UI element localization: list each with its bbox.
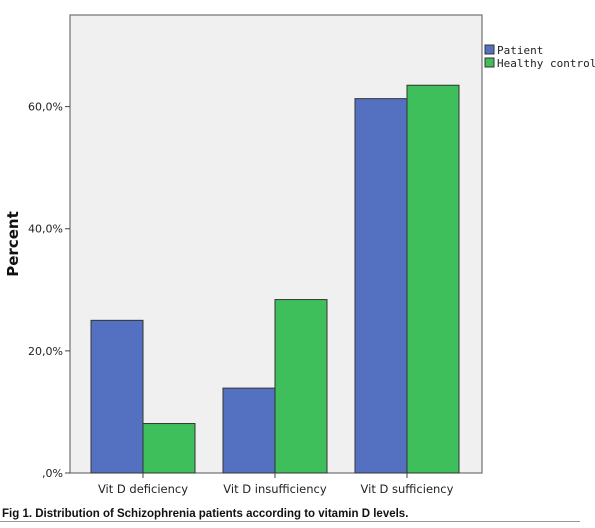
bar-healthy-control-1 (142, 423, 196, 474)
caption-rule (0, 521, 580, 522)
y-tick-label: ,0% (42, 467, 63, 480)
figure-caption: Fig 1. Distribution of Schizophrenia pat… (2, 508, 409, 520)
bar-patient-1 (90, 319, 144, 474)
legend-label: Patient (497, 44, 543, 57)
bar-patient-2 (222, 387, 276, 474)
x-category-label: Vit D insufficiency (223, 482, 327, 496)
legend-swatch (484, 44, 495, 55)
y-axis-label: Percent (4, 211, 22, 276)
bar-patient-3 (354, 98, 408, 474)
y-tick-label: 60,0% (28, 101, 63, 114)
legend-swatch (484, 57, 495, 68)
bar-chart: ,0% 20,0% 40,0% 60,0% Vit D deficiency Vit D… (4, 14, 595, 496)
y-tick-label: 40,0% (28, 223, 63, 236)
x-category-label: Vit D sufficiency (361, 482, 454, 496)
bar-healthy-control-2 (274, 299, 328, 474)
legend-label: Healthy control (497, 57, 595, 70)
x-category-label: Vit D deficiency (98, 482, 188, 496)
y-tick-label: 20,0% (28, 345, 63, 358)
bar-healthy-control-3 (406, 84, 460, 474)
